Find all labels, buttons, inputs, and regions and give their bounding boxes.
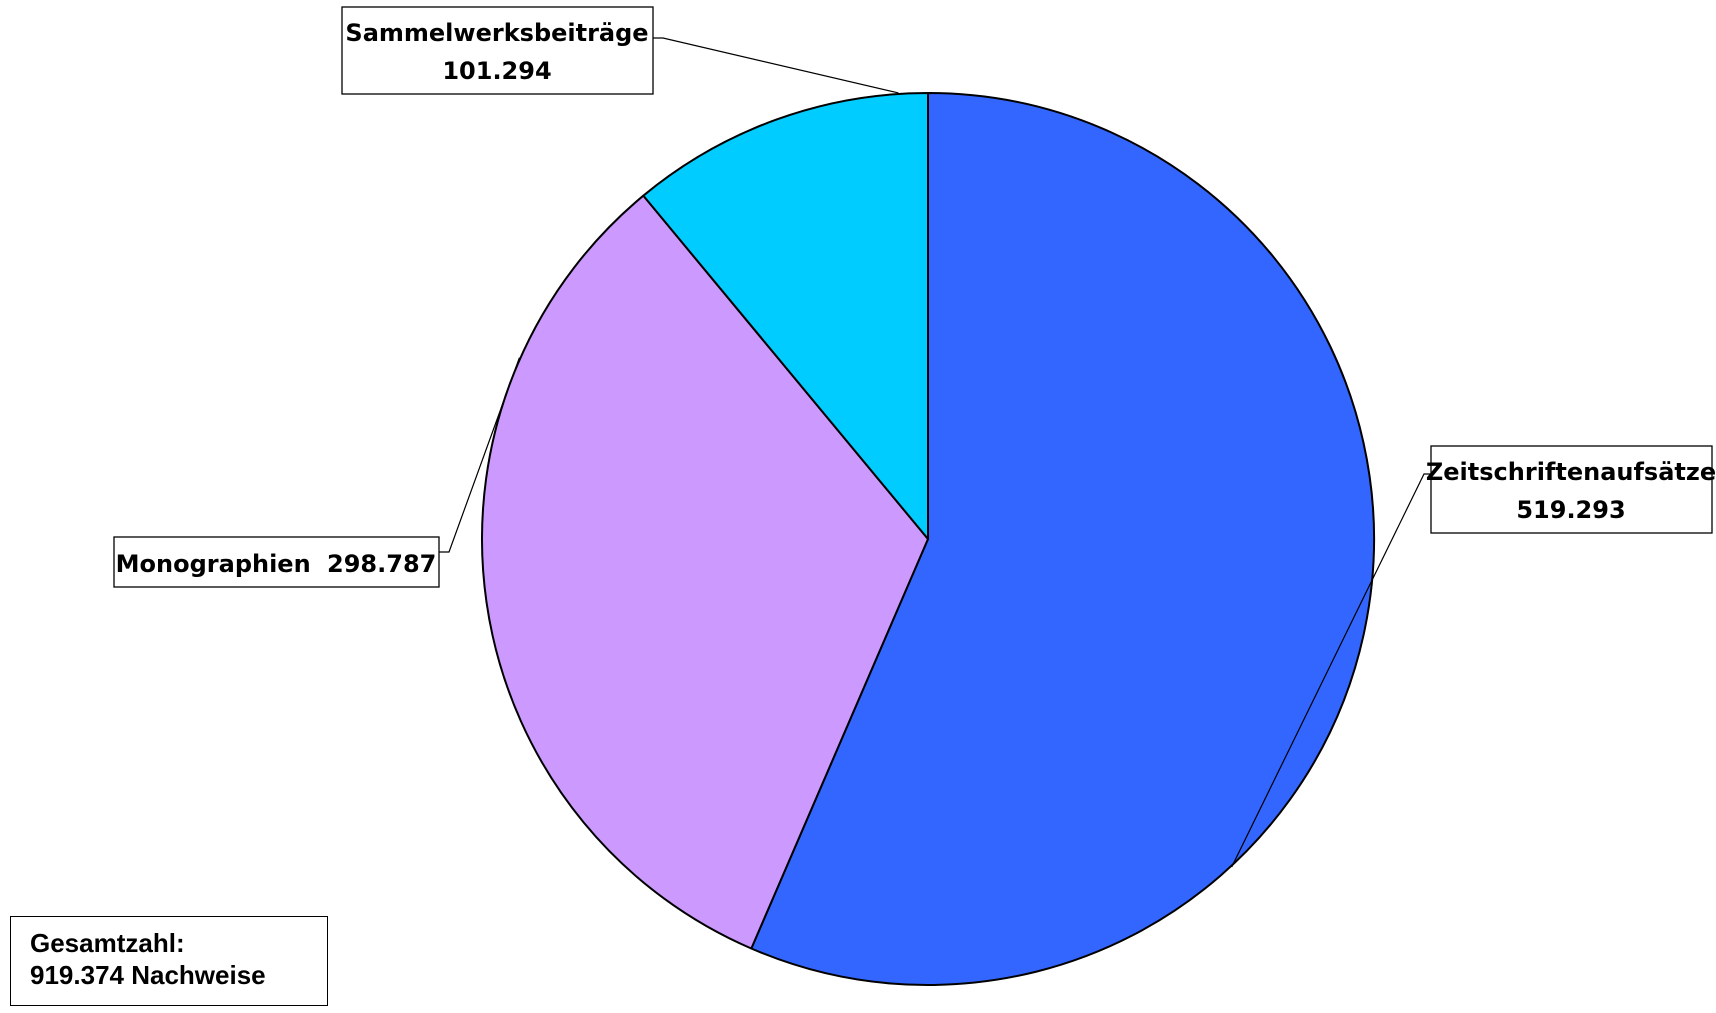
data-label-monographien: Monographien 298.787 [113,536,440,588]
data-label-box [1430,445,1713,534]
data-label-name: Monographien [116,550,311,578]
data-label-value: 298.787 [327,550,436,578]
pie-slice-zeitschriftenaufs-tze [750,92,1375,986]
total-count-value: 919.374 Nachweise [30,960,266,990]
data-label-name: Sammelwerksbeiträge [345,19,648,47]
pie-slice-sammelwerksbeitr-ge [642,92,929,540]
pie-slice-monographien [481,194,929,950]
data-label-name: Zeitschriftenaufsätze [1426,458,1716,486]
leader-line-zeitschriftenaufs-tze [1231,473,1431,868]
data-label-box [341,6,654,95]
total-count-caption: Gesamtzahl: [30,928,185,958]
data-label-zeitschriftenaufsaetze: Zeitschriftenaufsätze 519.293 [1426,445,1716,534]
total-count-annotation: Gesamtzahl: 919.374 Nachweise [10,916,328,1006]
pie-slices [481,92,1375,986]
data-label-sammelwerksbeitraege: Sammelwerksbeiträge 101.294 [341,6,654,95]
data-label-value: 519.293 [1516,496,1625,524]
data-labels: Sammelwerksbeiträge 101.294 Zeitschrifte… [113,6,1716,588]
leader-line-sammelwerksbeitr-ge [653,37,899,94]
data-label-box [113,536,440,588]
label-leader-lines [439,37,1431,868]
data-label-value: 101.294 [442,57,551,85]
leader-line-monographien [439,357,520,553]
data-label-name-value: Monographien 298.787 [116,550,437,578]
